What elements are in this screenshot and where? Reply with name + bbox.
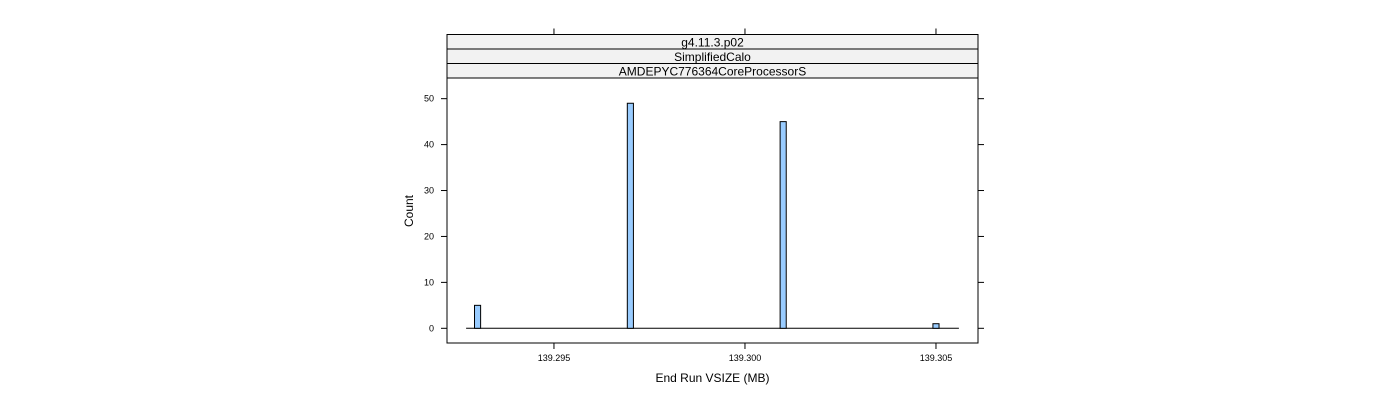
x-axis: 139.295 139.300 139.305 (538, 28, 953, 363)
y-tick-label: 10 (424, 277, 434, 287)
strip-label: SimplifiedCalo (674, 50, 751, 64)
bars-group (474, 102, 940, 329)
y-tick-label: 0 (429, 323, 434, 333)
x-axis-title: End Run VSIZE (MB) (655, 371, 769, 385)
x-tick-label: 139.305 (920, 353, 953, 363)
y-tick-label: 40 (424, 140, 434, 150)
strip-label: AMDEPYC776364CoreProcessorS (619, 64, 806, 78)
histogram-bar (779, 121, 787, 329)
y-axis: 0 10 20 30 40 50 (424, 94, 984, 333)
x-tick-label: 139.300 (729, 353, 762, 363)
histogram-bar (474, 304, 482, 329)
y-tick-label: 20 (424, 231, 434, 241)
strip-group: g4.11.3.p02SimplifiedCaloAMDEPYC776364Co… (446, 34, 979, 79)
y-tick-label: 50 (424, 94, 434, 104)
y-axis-title: Count (402, 194, 416, 227)
strip-label: g4.11.3.p02 (681, 35, 744, 49)
histogram-bar (626, 102, 634, 329)
plot-frame (446, 77, 979, 344)
histogram-bar (932, 323, 940, 329)
x-tick-label: 139.295 (538, 353, 571, 363)
y-tick-label: 30 (424, 186, 434, 196)
